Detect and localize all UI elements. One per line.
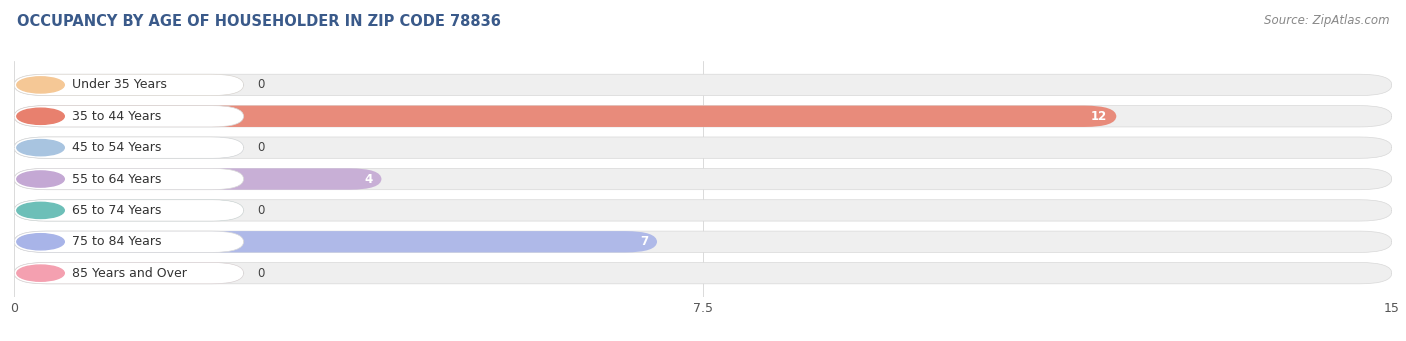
FancyBboxPatch shape: [14, 200, 243, 221]
FancyBboxPatch shape: [14, 106, 1116, 127]
FancyBboxPatch shape: [14, 74, 243, 95]
Text: 75 to 84 Years: 75 to 84 Years: [72, 235, 162, 248]
FancyBboxPatch shape: [14, 231, 1392, 252]
Text: OCCUPANCY BY AGE OF HOUSEHOLDER IN ZIP CODE 78836: OCCUPANCY BY AGE OF HOUSEHOLDER IN ZIP C…: [17, 14, 501, 29]
Text: 0: 0: [257, 78, 264, 91]
Circle shape: [17, 77, 65, 93]
FancyBboxPatch shape: [14, 231, 243, 252]
FancyBboxPatch shape: [14, 263, 1392, 284]
Circle shape: [17, 108, 65, 124]
Text: 35 to 44 Years: 35 to 44 Years: [72, 110, 160, 123]
Text: 0: 0: [257, 204, 264, 217]
Text: Under 35 Years: Under 35 Years: [72, 78, 166, 91]
FancyBboxPatch shape: [14, 74, 1392, 95]
FancyBboxPatch shape: [14, 200, 1392, 221]
FancyBboxPatch shape: [14, 137, 1392, 158]
Circle shape: [17, 234, 65, 250]
FancyBboxPatch shape: [14, 263, 243, 284]
Text: 65 to 74 Years: 65 to 74 Years: [72, 204, 162, 217]
Text: 4: 4: [364, 173, 373, 186]
Circle shape: [17, 171, 65, 187]
FancyBboxPatch shape: [14, 137, 243, 158]
FancyBboxPatch shape: [14, 106, 243, 127]
Circle shape: [17, 202, 65, 219]
FancyBboxPatch shape: [14, 231, 657, 252]
FancyBboxPatch shape: [14, 168, 243, 190]
Text: 45 to 54 Years: 45 to 54 Years: [72, 141, 162, 154]
Text: 85 Years and Over: 85 Years and Over: [72, 267, 187, 280]
FancyBboxPatch shape: [14, 137, 243, 158]
Circle shape: [17, 139, 65, 156]
Text: 12: 12: [1091, 110, 1107, 123]
FancyBboxPatch shape: [14, 263, 243, 284]
Text: 0: 0: [257, 141, 264, 154]
Text: 55 to 64 Years: 55 to 64 Years: [72, 173, 162, 186]
FancyBboxPatch shape: [14, 200, 243, 221]
Circle shape: [17, 265, 65, 281]
Text: Source: ZipAtlas.com: Source: ZipAtlas.com: [1264, 14, 1389, 27]
Text: 0: 0: [257, 267, 264, 280]
FancyBboxPatch shape: [14, 106, 1392, 127]
FancyBboxPatch shape: [14, 168, 1392, 190]
FancyBboxPatch shape: [14, 74, 243, 95]
Text: 7: 7: [640, 235, 648, 248]
FancyBboxPatch shape: [14, 168, 381, 190]
